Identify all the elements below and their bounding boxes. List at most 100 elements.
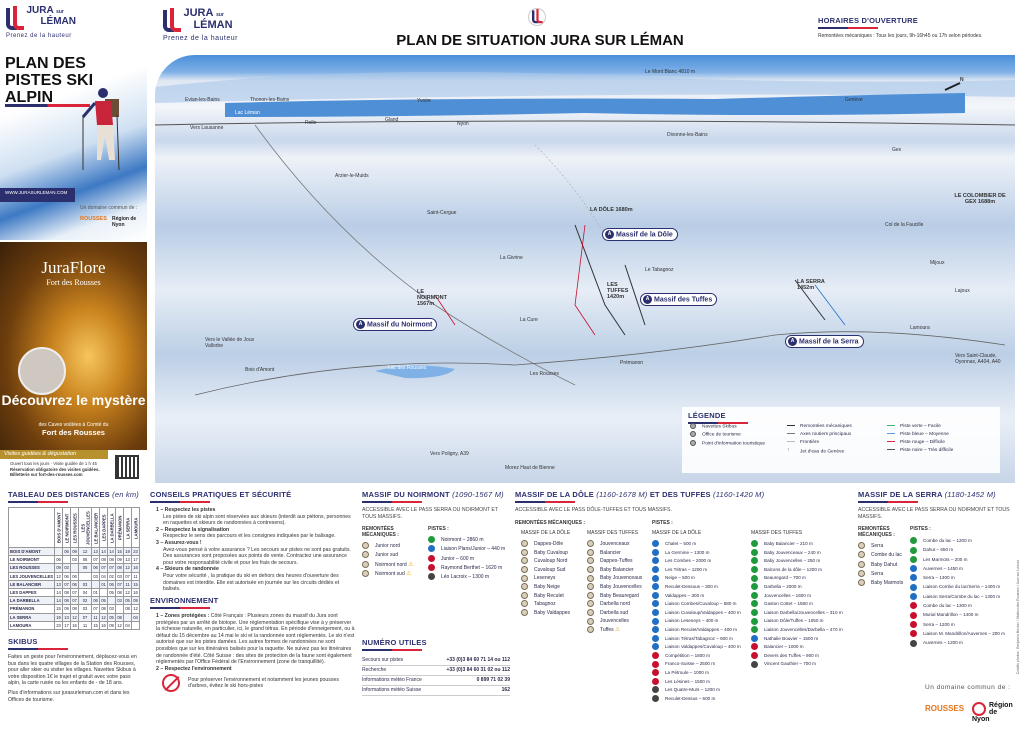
alps-range — [155, 71, 1015, 103]
piste-name: Jouvencelles – 1600 m — [764, 592, 811, 598]
label-place: Thonon-les-Bains — [250, 97, 290, 103]
pistes-label: PISTES : — [652, 520, 673, 526]
lift-name: Baby Neige — [534, 583, 560, 590]
distance-cell: 15 — [131, 579, 141, 589]
phone-number[interactable]: +33 (0)3 84 60 71 14 ou 112 — [433, 655, 510, 666]
lift-item: Tabagnoz — [521, 600, 570, 609]
piste-color-icon — [652, 660, 659, 668]
ski-map[interactable]: N Le Mont Blanc 4810 m Evian-les-Bains T… — [155, 55, 1015, 483]
corner-cell — [7, 507, 56, 548]
piste-name: Liaison Plans/Junior – 440 m — [441, 546, 506, 553]
lift-item: Baby Marmots — [858, 579, 910, 588]
lift-item: Tuffes ⚠ — [587, 626, 642, 635]
distance-cell: 07 — [78, 612, 93, 622]
massif-noirmont-marker[interactable]: A Massif du Noirmont — [353, 318, 438, 331]
legend-line-icon — [787, 440, 795, 443]
title-underline — [8, 648, 68, 650]
lift-item: Baby Balancier — [587, 565, 642, 575]
distance-cell: 17 — [62, 620, 72, 630]
brand-tagline: Prenez de la hauteur — [6, 33, 72, 39]
piste-color-icon — [652, 548, 659, 556]
lift-icon — [858, 551, 865, 559]
phone-number[interactable]: 0 899 71 02 39 — [433, 675, 510, 686]
distance-cell: 09 — [107, 620, 117, 630]
nyon-logo[interactable]: Région de Nyon — [972, 702, 1013, 723]
piste-color-icon — [751, 652, 758, 659]
lift-list: Serra Combe du lac Baby Dahut Serra Baby Mar… — [858, 542, 910, 588]
lift-item: Baby Beauregard — [587, 591, 642, 601]
piste-item: Liaison Tétras/Tabagnoz – 600 m — [652, 634, 741, 644]
header-logo[interactable]: JURA sur LÉMAN Prenez de la hauteur — [163, 8, 238, 42]
no-offpiste-icon — [162, 674, 180, 693]
legend-icons: Navettes Skibus Office de tourisme Point d… — [690, 423, 765, 448]
juraflore-advert[interactable]: JuraFlore Fort des Rousses Découvrez le … — [0, 242, 147, 450]
table-row: LAMOURA 23 17 16 11 15 16 09 12 04 — [7, 620, 141, 630]
ad-headline: Découvrez le mystère — [1, 392, 146, 408]
env-item-2-text: Pour préserver l'environnement et notamm… — [188, 676, 339, 690]
distance-cell: 03 — [91, 571, 101, 581]
massif-icon: A — [788, 337, 797, 346]
piste-name: Balcons de la dôle – 1200 m — [764, 566, 822, 572]
qr-code[interactable] — [115, 455, 139, 479]
piste-name: Nathalie Bouvier – 1500 m — [764, 635, 819, 641]
phone-number[interactable]: +33 (0)3 84 60 31 02 ou 112 — [433, 665, 510, 676]
distance-cell: 07 — [62, 579, 72, 589]
lift-icon — [521, 583, 528, 591]
lift-name: Serra — [871, 570, 884, 577]
piste-item: Chalet – 500 m — [652, 540, 741, 549]
piste-item: Serra – 1300 m — [910, 573, 1005, 582]
lift-icon — [587, 600, 594, 608]
piste-color-icon — [652, 694, 659, 702]
massif-serra-marker[interactable]: A Massif de la Serra — [785, 335, 864, 348]
distance-cell — [70, 563, 80, 573]
piste-color-icon — [652, 652, 659, 659]
piste-item: Dahut – 650 m — [910, 545, 1005, 554]
website-link[interactable]: WWW.JURASURLEMAN.COM — [0, 188, 75, 202]
massif-dole-marker[interactable]: A Massif de la Dôle — [602, 228, 678, 241]
nyon-logo: Région de Nyon — [112, 216, 137, 228]
legend-line-icon — [787, 424, 795, 427]
piste-name: Reculet-Dessus – 500 m — [665, 695, 716, 701]
phone-number[interactable]: 162 — [433, 685, 510, 696]
row-header: LES DAPPES — [7, 587, 56, 598]
conseil-head: 4 – Skieurs de randonnée — [156, 566, 219, 573]
piste-color-icon — [751, 634, 758, 642]
piste-item: Murial Mandrillon – 1400 m — [910, 610, 1005, 619]
piste-item: Combe du lac – 1200 m — [910, 536, 1005, 545]
title-underline — [858, 501, 918, 503]
legend-label: Axes routiers principaux — [800, 432, 852, 437]
brand-name: JURA — [26, 5, 54, 16]
distance-cell: 16 — [99, 620, 109, 630]
warning-icon: ⚠ — [408, 561, 414, 568]
massif-tuffes-marker[interactable]: A Massif des Tuffes — [640, 293, 718, 306]
piste-color-icon — [910, 620, 917, 628]
piste-color-icon — [751, 626, 758, 634]
lift-icon — [587, 565, 594, 573]
skibus-more-info: Plus d'informations sur jurasurleman.com… — [8, 689, 130, 703]
distance-cell: 03 — [62, 563, 72, 573]
distance-cell: 12 — [99, 612, 109, 622]
lift-item: Baby Jouvencelles — [587, 583, 642, 592]
distance-cell — [107, 596, 117, 606]
lift-icon — [362, 551, 369, 559]
piste-item: Les Combes – 2000 m — [652, 557, 741, 566]
piste-name: Liaison Leseneys – 400 m — [665, 618, 719, 624]
legend-symbol-icon — [690, 431, 696, 438]
lift-item: Serra — [858, 542, 910, 551]
legend-label: Frontière — [800, 440, 820, 445]
brand-logo[interactable]: JURA sur LÉMAN Prenez de la hauteur — [6, 6, 76, 39]
label-place: Lamoura — [910, 325, 930, 331]
lift-name: Combe du lac — [871, 552, 902, 559]
lift-name: Jouvenceaux — [600, 541, 630, 547]
lift-line — [624, 264, 646, 326]
distance-cell: 08 — [123, 604, 133, 614]
distance-cell: 17 — [131, 555, 141, 565]
piste-name: Franco-Suisse – 2500 m — [665, 661, 716, 667]
label-summit: LA SERRA 1452m — [797, 279, 825, 291]
column-header: LA DARBELLA — [107, 507, 116, 548]
piste-item: Liaison Plans/Junior – 440 m — [428, 545, 505, 554]
lift-name: Baby Cuvaloup — [534, 549, 568, 556]
rousses-logo[interactable]: ROUSSES — [925, 704, 965, 713]
rousses-logo: ROUSSES — [80, 216, 107, 222]
row-header: LA DARBELLA — [7, 596, 56, 606]
